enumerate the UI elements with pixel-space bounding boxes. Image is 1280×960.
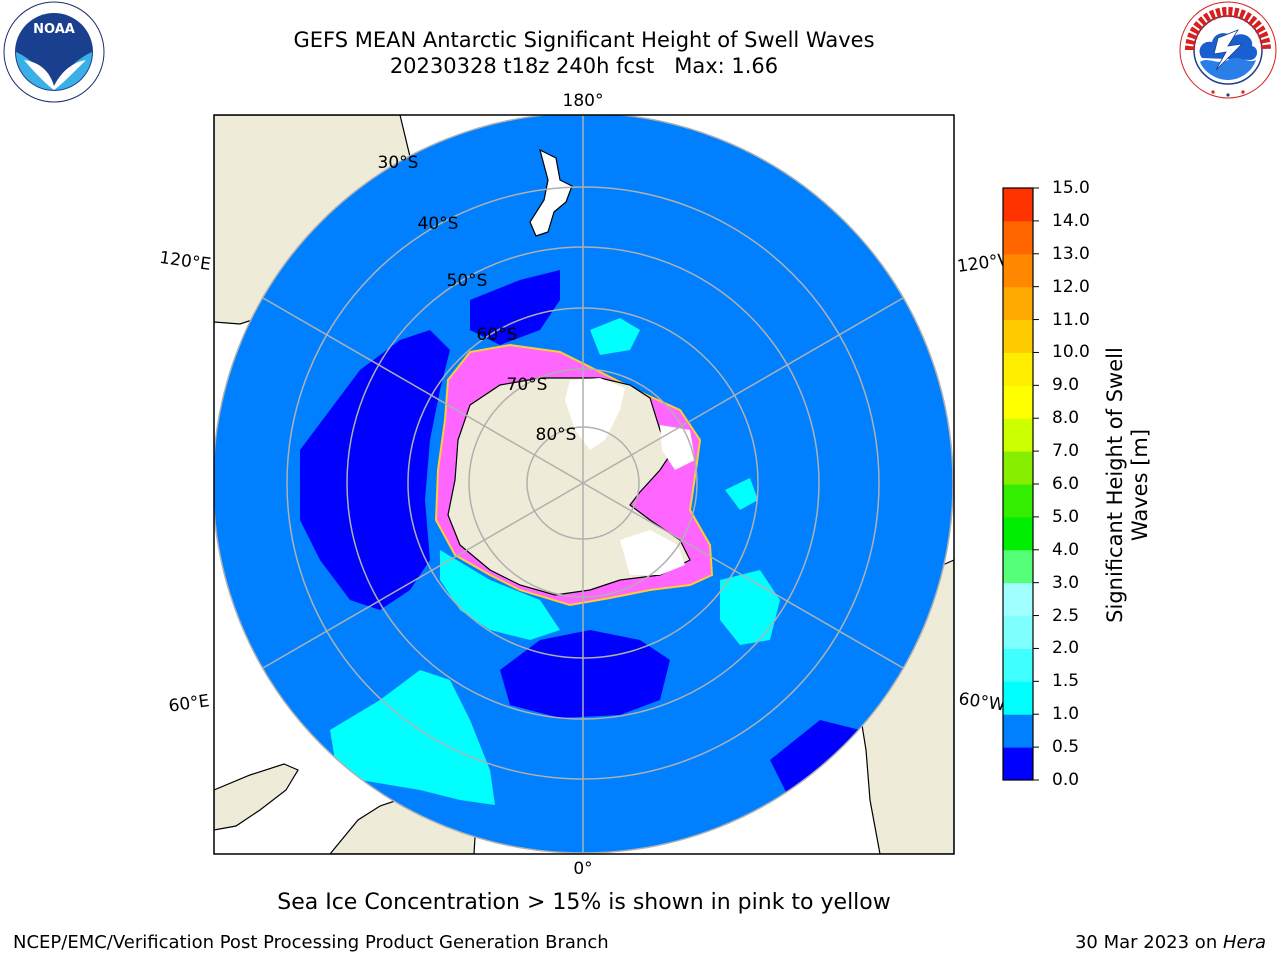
colorbar-tick-label: 1.5 bbox=[1052, 671, 1080, 692]
colorbar-swatch bbox=[1003, 648, 1033, 682]
land-madagascar bbox=[214, 763, 299, 831]
colorbar-swatch bbox=[1003, 747, 1033, 781]
colorbar-tick-label: 8.0 bbox=[1052, 408, 1080, 429]
colorbar-swatch bbox=[1003, 516, 1033, 551]
lon-label-60w: 60°W bbox=[957, 689, 1006, 715]
lat-label-60s: 60°S bbox=[477, 325, 518, 345]
colorbar-tick-label: 9.0 bbox=[1052, 375, 1080, 396]
lon-label-120e: 120°E bbox=[158, 248, 212, 275]
colorbar-tick-label: 13.0 bbox=[1052, 243, 1090, 264]
swell-region-moderate bbox=[330, 670, 495, 805]
colorbar-swatch bbox=[1003, 253, 1033, 288]
chart-subtitle: 20230328 t18z 240h fcst Max: 1.66 bbox=[389, 54, 779, 78]
colorbar-tick-label: 7.0 bbox=[1052, 441, 1080, 462]
colorbar-tick-label: 4.0 bbox=[1052, 539, 1080, 560]
colorbar-tick-label: 3.0 bbox=[1052, 572, 1080, 593]
swell-region-low bbox=[470, 270, 560, 345]
noaa-logo: NOAA bbox=[2, 0, 106, 104]
swell-region-moderate bbox=[725, 478, 758, 510]
sea-ice-caption: Sea Ice Concentration > 15% is shown in … bbox=[277, 890, 891, 915]
colorbar-swatch bbox=[1003, 549, 1033, 584]
colorbar bbox=[1003, 188, 1033, 781]
ice-shelf-ross bbox=[565, 378, 625, 450]
lat-label-40s: 40°S bbox=[418, 214, 459, 234]
colorbar-swatch bbox=[1003, 615, 1033, 649]
colorbar-tick-label: 11.0 bbox=[1052, 309, 1090, 330]
date-text: 30 Mar 2023 on bbox=[1074, 932, 1223, 953]
colorbar-tick-label: 0.5 bbox=[1052, 737, 1080, 758]
credit-text: NCEP/EMC/Verification Post Processing Pr… bbox=[13, 932, 609, 953]
colorbar-swatch bbox=[1003, 681, 1033, 715]
land-new-zealand bbox=[529, 148, 573, 237]
lon-label-60e: 60°E bbox=[167, 691, 210, 716]
colorbar-title: Significant Height of Swell Waves [m] bbox=[1103, 347, 1152, 623]
colorbar-swatch bbox=[1003, 188, 1033, 222]
swell-region-moderate bbox=[590, 318, 640, 355]
system-name: Hera bbox=[1222, 932, 1266, 953]
colorbar-tick-label: 10.0 bbox=[1052, 342, 1090, 363]
graticule bbox=[214, 115, 954, 854]
colorbar-tick-label: 5.0 bbox=[1052, 506, 1080, 527]
colorbar-tick-label: 6.0 bbox=[1052, 474, 1080, 494]
colorbar-swatch bbox=[1003, 286, 1033, 321]
lon-label-180: 180° bbox=[563, 91, 604, 111]
colorbar-swatch bbox=[1003, 451, 1033, 485]
lon-label-0: 0° bbox=[573, 859, 592, 879]
nws-logo bbox=[1178, 0, 1278, 100]
lat-label-80s: 80°S bbox=[536, 425, 577, 445]
colorbar-tick-label: 2.5 bbox=[1052, 605, 1080, 626]
colorbar-swatch bbox=[1003, 714, 1033, 748]
lat-label-30s: 30°S bbox=[378, 153, 419, 173]
date-stamp: 30 Mar 2023 on Hera bbox=[1075, 932, 1266, 953]
colorbar-tick-label: 0.0 bbox=[1052, 770, 1080, 790]
lat-label-50s: 50°S bbox=[447, 271, 488, 291]
colorbar-tick-label: 12.0 bbox=[1052, 276, 1090, 297]
colorbar-swatch bbox=[1003, 220, 1033, 255]
colorbar-swatch bbox=[1003, 385, 1033, 419]
ice-shelf-weddell bbox=[620, 530, 685, 575]
colorbar-swatch bbox=[1003, 418, 1033, 452]
swell-region-low bbox=[300, 330, 450, 610]
colorbar-swatch bbox=[1003, 319, 1033, 353]
colorbar-ticks bbox=[1033, 187, 1039, 781]
colorbar-tick-label: 2.0 bbox=[1052, 638, 1080, 659]
noaa-logo-text: NOAA bbox=[33, 22, 75, 37]
colorbar-tick-label: 1.0 bbox=[1052, 704, 1080, 725]
swell-region-moderate bbox=[440, 550, 560, 640]
colorbar-swatch bbox=[1003, 484, 1033, 518]
chart-title: GEFS MEAN Antarctic Significant Height o… bbox=[293, 28, 875, 52]
lat-label-70s: 70°S bbox=[507, 375, 548, 395]
colorbar-swatch bbox=[1003, 352, 1033, 386]
colorbar-swatch bbox=[1003, 582, 1033, 617]
map-frame bbox=[213, 114, 955, 855]
colorbar-tick-label: 15.0 bbox=[1052, 178, 1090, 198]
colorbar-tick-label: 14.0 bbox=[1052, 210, 1090, 231]
